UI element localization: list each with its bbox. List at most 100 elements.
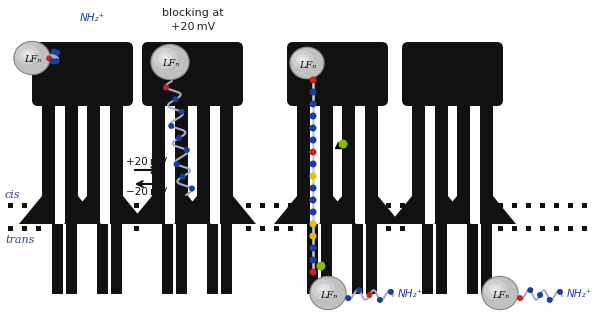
Ellipse shape (289, 47, 325, 79)
Bar (526, 203, 531, 207)
Ellipse shape (481, 276, 519, 310)
Circle shape (366, 292, 372, 298)
Text: LFₙ: LFₙ (162, 59, 179, 68)
Ellipse shape (320, 287, 327, 292)
Circle shape (310, 137, 317, 143)
Text: trans: trans (5, 235, 34, 245)
Circle shape (458, 119, 469, 130)
Circle shape (198, 119, 209, 130)
Bar (52, 224, 63, 294)
Ellipse shape (310, 276, 346, 310)
Bar (540, 203, 545, 207)
Circle shape (298, 119, 309, 130)
Text: cis: cis (5, 190, 21, 200)
Text: NH₂⁺: NH₂⁺ (567, 289, 592, 299)
Bar (540, 225, 545, 231)
Circle shape (310, 89, 317, 96)
Bar (260, 225, 265, 231)
Text: NH₂⁺: NH₂⁺ (80, 13, 105, 23)
Bar (498, 203, 503, 207)
Bar (134, 203, 139, 207)
Ellipse shape (292, 50, 314, 69)
Polygon shape (319, 196, 355, 224)
Circle shape (51, 48, 57, 55)
Circle shape (163, 85, 169, 90)
Ellipse shape (290, 47, 324, 79)
Ellipse shape (316, 284, 331, 295)
Ellipse shape (312, 279, 335, 299)
FancyBboxPatch shape (77, 42, 133, 106)
Bar (365, 106, 378, 196)
Ellipse shape (296, 55, 310, 65)
Bar (568, 203, 573, 207)
Polygon shape (129, 196, 165, 224)
Bar (412, 106, 425, 196)
Ellipse shape (492, 287, 499, 292)
Text: LFₙ: LFₙ (24, 56, 41, 65)
Bar (152, 106, 165, 196)
Circle shape (310, 161, 317, 168)
Circle shape (557, 289, 563, 295)
Bar (436, 224, 447, 294)
FancyBboxPatch shape (32, 42, 88, 106)
Circle shape (176, 119, 187, 130)
Circle shape (88, 119, 99, 130)
Text: LFₙ: LFₙ (320, 290, 337, 299)
Bar (297, 106, 310, 196)
Bar (582, 225, 587, 231)
Bar (481, 224, 492, 294)
Circle shape (321, 119, 332, 130)
Bar (87, 106, 100, 196)
Polygon shape (64, 196, 100, 224)
Circle shape (49, 58, 55, 64)
Circle shape (43, 119, 54, 130)
Ellipse shape (157, 53, 173, 64)
Bar (110, 106, 123, 196)
Circle shape (66, 119, 77, 130)
Ellipse shape (14, 41, 50, 75)
Bar (22, 225, 27, 231)
Polygon shape (389, 196, 425, 224)
Bar (65, 106, 78, 196)
Polygon shape (435, 196, 471, 224)
Ellipse shape (20, 49, 35, 60)
Bar (320, 106, 333, 196)
Bar (366, 224, 377, 294)
Bar (498, 225, 503, 231)
Bar (307, 224, 318, 294)
Bar (111, 224, 122, 294)
Bar (274, 203, 279, 207)
Ellipse shape (309, 276, 347, 310)
Circle shape (481, 119, 492, 130)
Circle shape (53, 58, 59, 64)
Text: NH₂⁺: NH₂⁺ (222, 157, 231, 179)
Circle shape (377, 297, 383, 303)
Circle shape (343, 119, 354, 130)
Circle shape (388, 289, 394, 295)
Circle shape (345, 295, 351, 301)
Bar (400, 203, 405, 207)
Polygon shape (175, 196, 211, 224)
Circle shape (189, 185, 195, 192)
Circle shape (153, 119, 164, 130)
Circle shape (310, 245, 317, 252)
Circle shape (310, 233, 317, 239)
Bar (568, 225, 573, 231)
Circle shape (310, 209, 317, 215)
Bar (512, 203, 517, 207)
Polygon shape (365, 196, 401, 224)
Bar (422, 224, 433, 294)
Polygon shape (434, 196, 470, 224)
Circle shape (46, 56, 52, 61)
FancyBboxPatch shape (402, 42, 458, 106)
Bar (554, 203, 559, 207)
Circle shape (168, 123, 174, 129)
Bar (22, 203, 27, 207)
Circle shape (310, 149, 317, 155)
Bar (288, 203, 293, 207)
Circle shape (310, 77, 317, 84)
Bar (221, 224, 232, 294)
Circle shape (111, 119, 122, 130)
Bar (36, 225, 41, 231)
Circle shape (310, 172, 317, 180)
